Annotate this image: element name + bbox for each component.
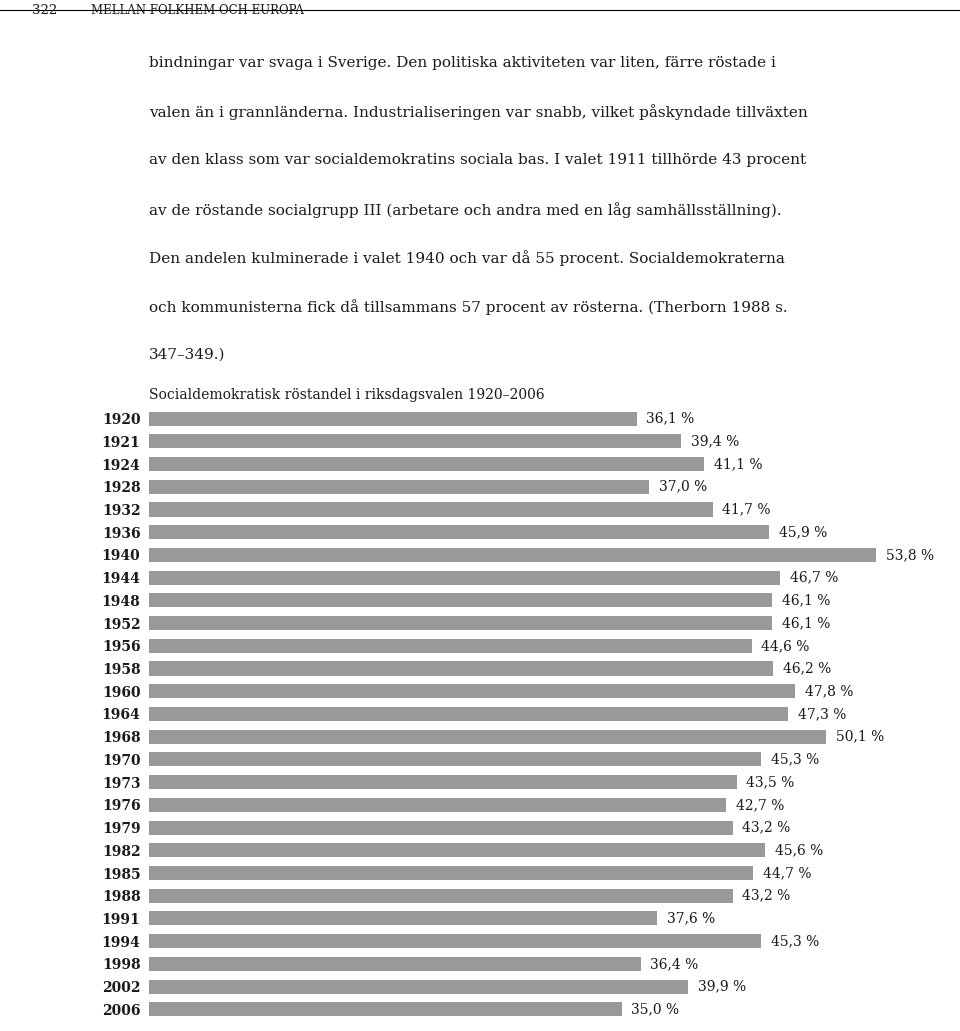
Text: 36,1 %: 36,1 % (646, 411, 695, 426)
Text: 46,1 %: 46,1 % (781, 617, 829, 630)
Bar (149, 662, 774, 675)
Bar (149, 843, 765, 858)
Text: bindningar var svaga i Sverige. Den politiska aktiviteten var liten, färre rösta: bindningar var svaga i Sverige. Den poli… (149, 56, 776, 70)
Text: 44,6 %: 44,6 % (761, 639, 809, 653)
Bar (149, 411, 636, 426)
Text: 35,0 %: 35,0 % (632, 1002, 680, 1017)
Text: och kommunisterna fick då tillsammans 57 procent av rösterna. (Therborn 1988 s.: och kommunisterna fick då tillsammans 57… (149, 299, 787, 314)
Text: valen än i grannländerna. Industrialiseringen var snabb, vilket påskyndade tillv: valen än i grannländerna. Industrialiser… (149, 104, 807, 121)
Bar (149, 593, 772, 607)
Text: MELLAN FOLKHEM OCH EUROPA: MELLAN FOLKHEM OCH EUROPA (91, 4, 304, 18)
Text: 36,4 %: 36,4 % (650, 957, 699, 971)
Bar (149, 730, 827, 743)
Bar (149, 547, 876, 562)
Text: 347–349.): 347–349.) (149, 347, 226, 362)
Bar (149, 1002, 622, 1017)
Bar (149, 502, 712, 517)
Text: 322: 322 (32, 4, 57, 18)
Bar (149, 525, 769, 539)
Text: 46,7 %: 46,7 % (790, 570, 838, 585)
Bar (149, 957, 641, 971)
Text: av de röstande socialgrupp III (arbetare och andra med en låg samhällsställning): av de röstande socialgrupp III (arbetare… (149, 202, 781, 218)
Bar (149, 775, 737, 789)
Text: 45,6 %: 45,6 % (775, 843, 823, 858)
Text: 43,5 %: 43,5 % (746, 775, 795, 789)
Text: 47,3 %: 47,3 % (798, 707, 846, 721)
Text: 50,1 %: 50,1 % (835, 730, 884, 743)
Text: 45,9 %: 45,9 % (779, 525, 828, 539)
Text: 37,0 %: 37,0 % (659, 479, 707, 494)
Bar (149, 685, 795, 698)
Text: av den klass som var socialdemokratins sociala bas. I valet 1911 tillhörde 43 pr: av den klass som var socialdemokratins s… (149, 153, 806, 167)
Text: 37,6 %: 37,6 % (666, 911, 715, 926)
Text: 47,8 %: 47,8 % (804, 685, 852, 698)
Text: 43,2 %: 43,2 % (742, 889, 791, 903)
Bar (149, 979, 688, 994)
Text: 39,9 %: 39,9 % (698, 979, 746, 994)
Text: 41,1 %: 41,1 % (714, 457, 762, 471)
Bar (149, 911, 658, 926)
Text: Den andelen kulminerade i valet 1940 och var då 55 procent. Socialdemokraterna: Den andelen kulminerade i valet 1940 och… (149, 251, 784, 266)
Bar (149, 707, 788, 721)
Text: 41,7 %: 41,7 % (722, 502, 771, 517)
Text: 44,7 %: 44,7 % (762, 866, 811, 880)
Bar (149, 821, 732, 835)
Text: 45,3 %: 45,3 % (771, 753, 819, 766)
Text: 43,2 %: 43,2 % (742, 821, 791, 834)
Bar (149, 570, 780, 585)
Text: 39,4 %: 39,4 % (691, 434, 739, 448)
Bar (149, 457, 705, 471)
Text: 53,8 %: 53,8 % (886, 547, 934, 562)
Bar (149, 434, 682, 448)
Text: Socialdemokratisk röstandel i riksdagsvalen 1920–2006: Socialdemokratisk röstandel i riksdagsva… (149, 388, 544, 402)
Bar (149, 798, 726, 811)
Bar (149, 753, 761, 766)
Bar (149, 479, 649, 494)
Bar (149, 866, 754, 880)
Bar (149, 639, 752, 653)
Bar (149, 889, 732, 903)
Bar (149, 617, 772, 630)
Text: 46,1 %: 46,1 % (781, 594, 829, 607)
Text: 42,7 %: 42,7 % (735, 798, 784, 811)
Text: 46,2 %: 46,2 % (783, 662, 831, 675)
Bar (149, 934, 761, 949)
Text: 45,3 %: 45,3 % (771, 934, 819, 949)
